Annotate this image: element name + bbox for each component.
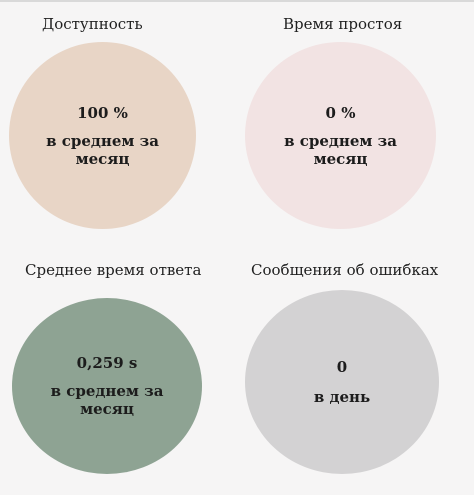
response-time-circle: 0,259 s в среднем за месяц (12, 298, 202, 474)
response-time-value: 0,259 s (76, 354, 138, 372)
availability-caption: в среднем за месяц (46, 131, 159, 168)
downtime-circle: 0 % в среднем за месяц (245, 42, 436, 229)
error-messages-circle: 0 в день (245, 290, 439, 474)
downtime-caption: в среднем за месяц (284, 131, 397, 168)
availability-circle: 100 % в среднем за месяц (9, 42, 196, 229)
error-messages-caption: в день (313, 388, 371, 406)
error-messages-title: Сообщения об ошибках (251, 261, 439, 279)
response-time-title: Среднее время ответа (25, 261, 202, 279)
availability-value: 100 % (77, 103, 128, 122)
availability-title: Доступность (42, 15, 143, 33)
error-messages-value: 0 (336, 358, 348, 376)
downtime-title: Время простоя (283, 15, 403, 33)
downtime-value: 0 % (325, 103, 356, 122)
response-time-caption: в среднем за месяц (50, 382, 164, 418)
top-divider (0, 0, 474, 2)
